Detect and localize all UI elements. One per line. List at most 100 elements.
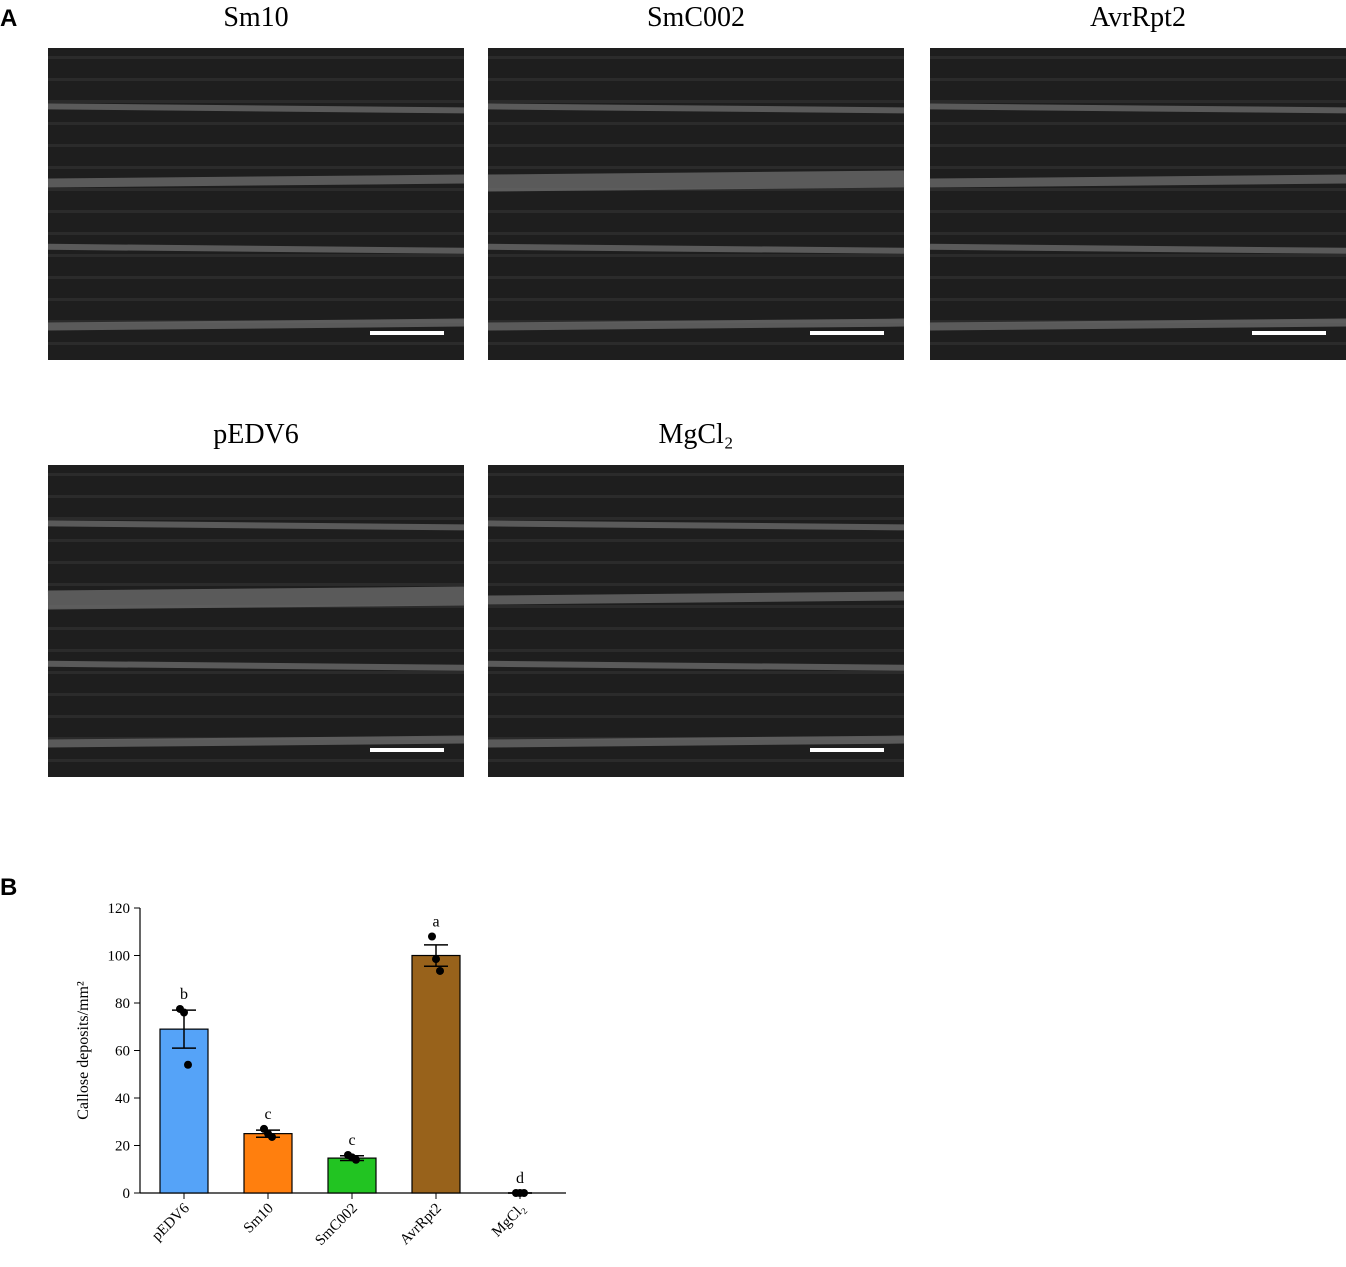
texture <box>48 188 464 191</box>
texture <box>48 232 464 235</box>
texture <box>488 671 904 674</box>
texture <box>488 100 904 103</box>
texture <box>488 78 904 81</box>
texture <box>48 759 464 762</box>
vein <box>487 591 905 605</box>
y-tick-label: 80 <box>115 996 130 1012</box>
texture <box>488 715 904 718</box>
significance-letter: b <box>180 986 188 1003</box>
micrograph <box>47 465 465 777</box>
texture <box>48 166 464 169</box>
y-axis-label: Callose deposits/mm² <box>75 981 92 1120</box>
image-title: pEDV6 <box>213 419 299 450</box>
image-background <box>48 465 464 777</box>
image-background <box>488 465 904 777</box>
texture <box>488 122 904 125</box>
texture <box>930 342 1346 345</box>
texture <box>48 561 464 564</box>
vein <box>47 586 465 610</box>
texture <box>488 539 904 542</box>
image-title: AvrRpt2 <box>1090 2 1186 33</box>
micrograph <box>487 48 905 360</box>
texture <box>488 649 904 652</box>
texture <box>488 298 904 301</box>
texture <box>48 495 464 498</box>
texture <box>930 188 1346 191</box>
texture <box>48 627 464 630</box>
image-title: MgCl₂ <box>658 419 733 450</box>
vein <box>487 318 905 331</box>
vein <box>487 735 905 748</box>
texture <box>488 254 904 257</box>
texture <box>488 583 904 586</box>
vein <box>47 735 465 748</box>
texture <box>930 100 1346 103</box>
texture <box>488 210 904 213</box>
image-title: Sm10 <box>223 2 288 33</box>
bar <box>243 1133 293 1194</box>
texture <box>48 122 464 125</box>
texture <box>48 539 464 542</box>
vein <box>487 243 905 254</box>
texture <box>48 298 464 301</box>
x-tick-label: MgCl₂ <box>489 1201 529 1241</box>
texture <box>48 473 464 476</box>
texture <box>488 627 904 630</box>
vein <box>47 243 465 254</box>
bar <box>159 1028 209 1194</box>
image-background <box>930 48 1346 360</box>
vein <box>929 318 1346 331</box>
data-point <box>520 1189 528 1197</box>
significance-letter: d <box>516 1170 524 1187</box>
texture <box>48 100 464 103</box>
data-point <box>180 1008 188 1017</box>
texture <box>488 605 904 608</box>
x-tick-label: Sm10 <box>241 1201 277 1237</box>
texture <box>48 715 464 718</box>
vein <box>47 520 465 531</box>
data-point <box>428 932 436 941</box>
data-point <box>352 1155 360 1164</box>
x-tick-label: AvrRpt2 <box>397 1201 445 1249</box>
texture <box>488 342 904 345</box>
vein <box>487 520 905 531</box>
vein <box>929 174 1346 188</box>
texture <box>48 56 464 59</box>
significance-letter: c <box>264 1106 271 1123</box>
micrograph <box>47 48 465 360</box>
texture <box>488 166 904 169</box>
data-point <box>436 966 444 975</box>
texture <box>48 144 464 147</box>
vein <box>47 103 465 114</box>
texture <box>48 210 464 213</box>
vein <box>487 660 905 671</box>
vein <box>929 103 1346 114</box>
y-tick-label: 20 <box>115 1139 130 1155</box>
significance-letter: c <box>348 1132 355 1149</box>
texture <box>488 759 904 762</box>
y-tick-label: 100 <box>108 949 131 965</box>
vein <box>47 660 465 671</box>
texture <box>930 144 1346 147</box>
vein <box>487 103 905 114</box>
texture <box>488 56 904 59</box>
texture <box>48 342 464 345</box>
image-background <box>48 48 464 360</box>
y-tick-label: 40 <box>115 1091 130 1107</box>
texture <box>48 649 464 652</box>
panel-label: A <box>0 5 17 32</box>
image-background <box>488 48 904 360</box>
data-point <box>432 955 440 964</box>
data-point <box>268 1132 276 1141</box>
x-tick-label: pEDV6 <box>149 1200 193 1244</box>
image-title: SmC002 <box>647 2 745 33</box>
texture <box>488 561 904 564</box>
micrograph <box>487 465 905 777</box>
vein <box>487 170 905 192</box>
data-point <box>184 1060 192 1069</box>
texture <box>930 122 1346 125</box>
y-tick-label: 0 <box>123 1186 131 1202</box>
panel-label: B <box>0 874 17 901</box>
